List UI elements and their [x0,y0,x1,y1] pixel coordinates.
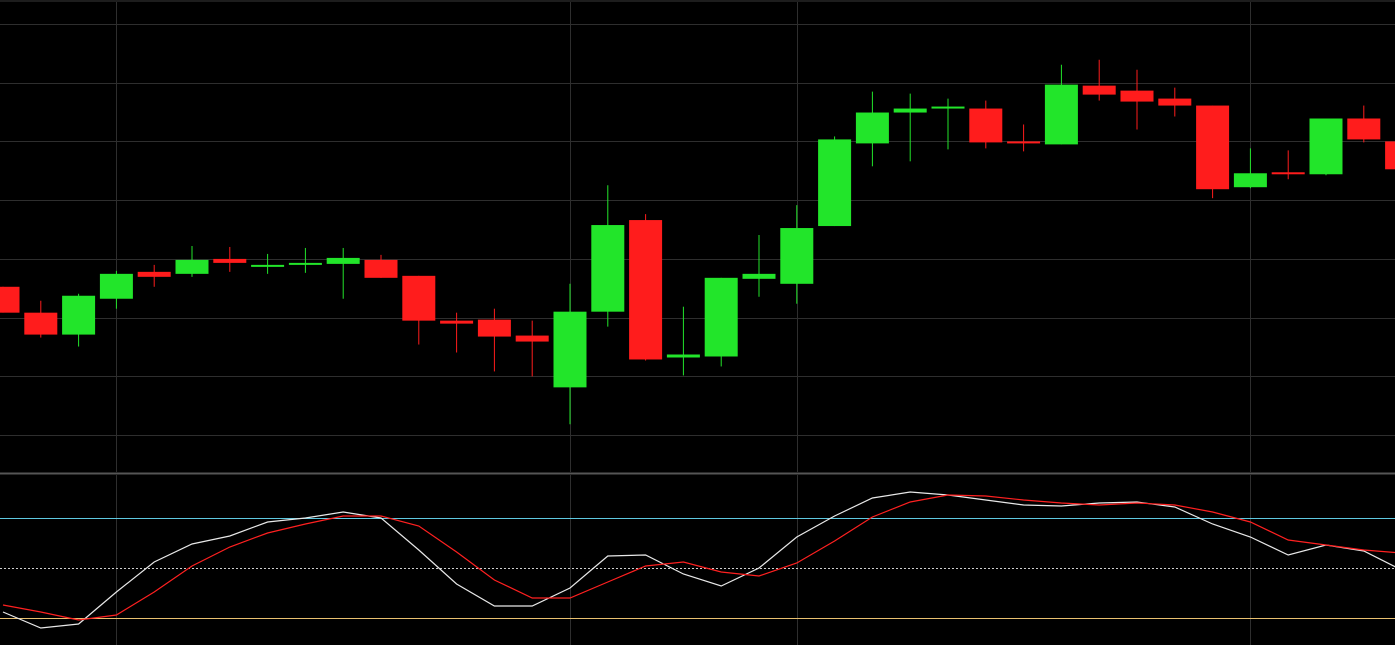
candle-body [137,271,171,277]
candle-body [1233,173,1267,188]
candle-body [666,354,700,358]
candle-body [99,273,133,299]
candle-body [931,106,965,109]
candle-body [818,139,852,227]
candle-body [440,320,474,324]
candle-body [591,225,625,312]
candle-body [213,258,247,263]
candle-body [0,286,20,313]
candle-body [24,312,58,335]
candle-body [553,311,587,388]
candle-body [704,277,738,357]
candle-body [629,220,663,360]
candle-body [62,295,96,335]
candle-body [515,335,549,342]
oscillator-line [2,494,1395,621]
candle-body [288,262,322,265]
candle-body [742,273,776,279]
candle-body [1082,85,1116,95]
candle-body [175,259,209,274]
candle-body [1309,118,1343,175]
candle-body [402,275,436,321]
candle-body [1347,118,1381,140]
candle-body [477,319,511,337]
candle-body [1385,141,1395,170]
candle-body [1044,84,1078,145]
candle-body [1007,141,1041,144]
candle-body [969,108,1003,143]
candle-body [251,264,285,267]
candle-body [1196,105,1230,190]
candle-body [1158,98,1192,106]
candle-body [780,228,814,284]
candle-body [1271,172,1305,175]
candle-body [364,259,398,278]
candle-body [855,112,889,144]
candle-body [893,108,927,113]
candle-body [1120,90,1154,102]
oscillator-line [2,491,1395,629]
candle-body [326,257,360,264]
